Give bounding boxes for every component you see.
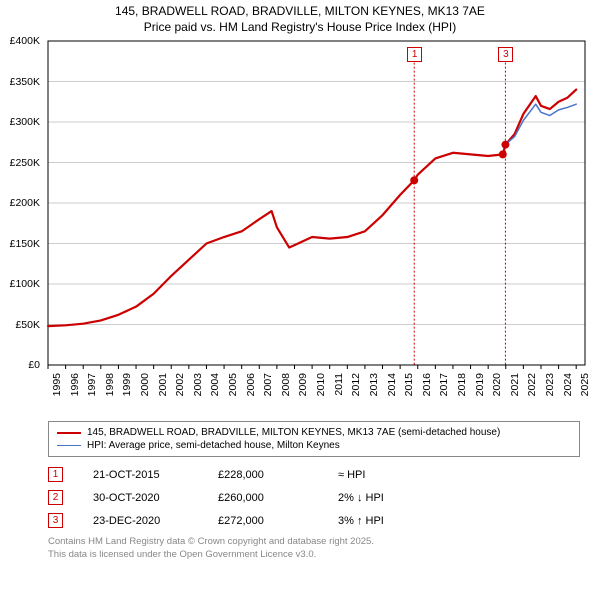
x-tick-label: 2003 [192,373,204,396]
x-tick-label: 2010 [315,373,327,396]
title-line1: 145, BRADWELL ROAD, BRADVILLE, MILTON KE… [0,4,600,20]
x-tick-label: 2025 [579,373,591,396]
y-tick-label: £50K [0,319,40,331]
x-tick-label: 2011 [333,373,345,396]
legend-label: HPI: Average price, semi-detached house,… [87,440,340,451]
sales-table: 1 21-OCT-2015 £228,000 ≈ HPI 2 30-OCT-2020 £26… [48,467,580,528]
y-tick-label: £400K [0,35,40,47]
x-tick-label: 1998 [104,373,116,396]
x-tick-label: 2014 [386,373,398,396]
legend-swatch [57,432,81,434]
y-tick-label: £150K [0,238,40,250]
chart-svg [0,35,600,415]
x-tick-label: 2021 [509,373,521,396]
x-tick-label: 2015 [403,373,415,396]
legend-item: 145, BRADWELL ROAD, BRADVILLE, MILTON KE… [57,426,571,439]
sale-date: 30-OCT-2020 [93,492,188,504]
chart-plot: £0 £50K £100K £150K £200K £250K £300K £350K £400… [0,35,600,415]
x-tick-label: 2007 [262,373,274,396]
x-tick-label: 2024 [562,373,574,396]
sale-row: 2 30-OCT-2020 £260,000 2% ↓ HPI [48,490,580,505]
x-tick-label: 1996 [69,373,81,396]
legend-label: 145, BRADWELL ROAD, BRADVILLE, MILTON KE… [87,427,500,438]
callout-marker: 1 [407,47,422,62]
footer-line1: Contains HM Land Registry data © Crown c… [48,536,580,548]
y-tick-label: £250K [0,157,40,169]
x-tick-label: 2009 [297,373,309,396]
x-tick-label: 2022 [526,373,538,396]
sale-row: 1 21-OCT-2015 £228,000 ≈ HPI [48,467,580,482]
footer-line2: This data is licensed under the Open Gov… [48,549,580,561]
x-tick-label: 2000 [139,373,151,396]
chart-title: 145, BRADWELL ROAD, BRADVILLE, MILTON KE… [0,0,600,35]
chart-container: 145, BRADWELL ROAD, BRADVILLE, MILTON KE… [0,0,600,590]
x-tick-label: 2005 [227,373,239,396]
sale-date: 21-OCT-2015 [93,469,188,481]
sale-marker: 2 [48,490,63,505]
x-tick-label: 2019 [474,373,486,396]
x-tick-label: 2013 [368,373,380,396]
x-tick-label: 2006 [245,373,257,396]
x-tick-label: 2017 [438,373,450,396]
legend-item: HPI: Average price, semi-detached house,… [57,439,571,452]
y-tick-label: £0 [0,359,40,371]
x-tick-label: 1999 [121,373,133,396]
sale-rel: 3% ↑ HPI [338,515,384,527]
y-tick-label: £100K [0,278,40,290]
title-line2: Price paid vs. HM Land Registry's House … [0,20,600,36]
sale-price: £228,000 [218,469,308,481]
x-tick-label: 2016 [421,373,433,396]
y-tick-label: £300K [0,116,40,128]
callout-marker: 3 [498,47,513,62]
y-tick-label: £350K [0,76,40,88]
x-tick-label: 2001 [157,373,169,396]
x-tick-label: 1997 [86,373,98,396]
x-tick-label: 2012 [350,373,362,396]
x-tick-label: 2018 [456,373,468,396]
x-tick-label: 2020 [491,373,503,396]
x-tick-label: 2023 [544,373,556,396]
x-tick-label: 2004 [209,373,221,396]
sale-marker: 3 [48,513,63,528]
sale-rel: ≈ HPI [338,469,365,481]
sale-rel: 2% ↓ HPI [338,492,384,504]
sale-marker: 1 [48,467,63,482]
legend: 145, BRADWELL ROAD, BRADVILLE, MILTON KE… [48,421,580,457]
x-tick-label: 2002 [174,373,186,396]
footer-attrib: Contains HM Land Registry data © Crown c… [48,536,580,561]
legend-swatch [57,445,81,446]
sale-price: £260,000 [218,492,308,504]
sale-date: 23-DEC-2020 [93,515,188,527]
sale-row: 3 23-DEC-2020 £272,000 3% ↑ HPI [48,513,580,528]
sale-price: £272,000 [218,515,308,527]
y-tick-label: £200K [0,197,40,209]
x-tick-label: 2008 [280,373,292,396]
x-tick-label: 1995 [51,373,63,396]
